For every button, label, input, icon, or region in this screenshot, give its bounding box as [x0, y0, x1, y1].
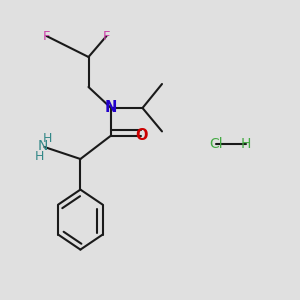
Text: H: H — [241, 137, 251, 151]
Text: N: N — [38, 140, 48, 153]
Text: F: F — [103, 29, 110, 43]
Text: O: O — [135, 128, 147, 143]
Text: H: H — [34, 149, 44, 163]
Text: F: F — [43, 29, 50, 43]
Text: N: N — [105, 100, 117, 116]
Text: H: H — [43, 132, 52, 145]
Text: Cl: Cl — [209, 137, 223, 151]
